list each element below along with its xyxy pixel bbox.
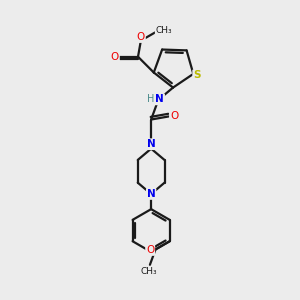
Text: S: S [193, 70, 201, 80]
Text: O: O [111, 52, 119, 62]
Text: CH₃: CH₃ [156, 26, 172, 34]
Text: O: O [170, 111, 178, 122]
Text: CH₃: CH₃ [140, 267, 157, 276]
Text: N: N [147, 189, 155, 199]
Text: N: N [147, 139, 155, 149]
Text: O: O [137, 32, 145, 42]
Text: N: N [155, 94, 164, 104]
Text: O: O [146, 245, 154, 255]
Text: H: H [147, 94, 154, 104]
